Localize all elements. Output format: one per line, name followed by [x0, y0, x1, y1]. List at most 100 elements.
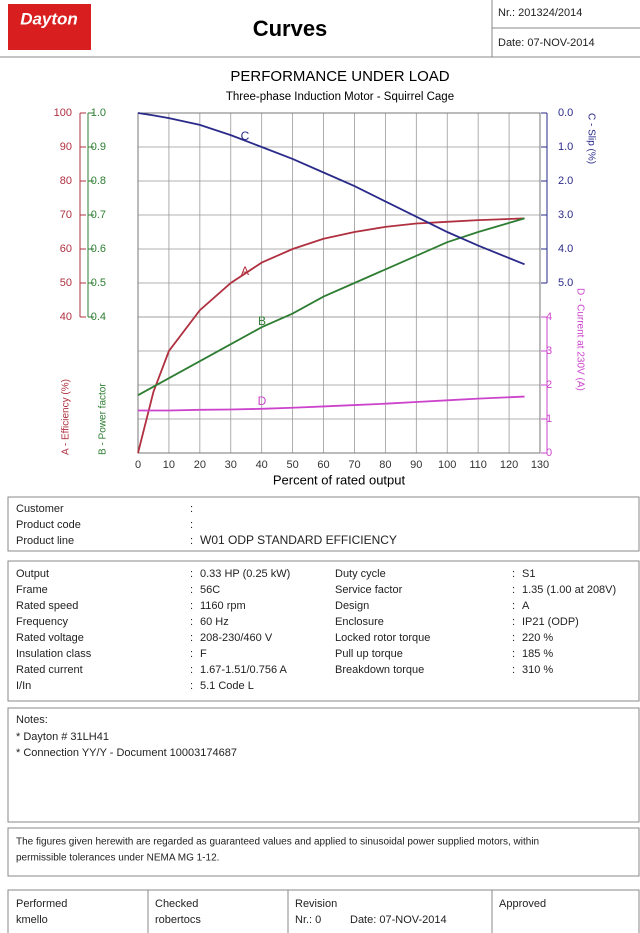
customer-box — [7, 496, 640, 552]
curve — [138, 395, 525, 412]
spec-value: 56C — [200, 584, 220, 596]
x-tick-label: 110 — [469, 459, 487, 471]
field-sep: : — [190, 632, 193, 644]
spec-value: 5.1 Code L — [200, 680, 254, 692]
y-axis-title: D - Current at 230V (A) — [574, 288, 585, 391]
footer-value: kmello — [16, 914, 48, 926]
footer-label: Approved — [499, 898, 546, 910]
spec-value: F — [200, 648, 207, 660]
field-sep: : — [190, 616, 193, 628]
chart-subtitle: Three-phase Induction Motor - Squirrel C… — [226, 91, 454, 103]
x-tick-label: 40 — [256, 459, 268, 471]
spec-label: Output — [16, 568, 49, 580]
field-sep: : — [190, 568, 193, 580]
y-tick-label: 90 — [60, 141, 72, 153]
y-tick-label: 4.0 — [558, 243, 573, 255]
y-tick-label: 3.0 — [558, 209, 573, 221]
y-tick-label: 0.8 — [91, 175, 106, 187]
field-sep: : — [190, 664, 193, 676]
field-sep: : — [190, 600, 193, 612]
spec-label: Pull up torque — [335, 648, 403, 660]
spec-value: 310 % — [522, 664, 553, 676]
y-tick-label: 1 — [546, 413, 552, 425]
spec-label: Rated current — [16, 664, 83, 676]
doc-title: Curves — [253, 16, 328, 41]
field-value: W01 ODP STANDARD EFFICIENCY — [200, 533, 397, 547]
curve — [137, 112, 525, 266]
spec-value: 0.33 HP (0.25 kW) — [200, 568, 290, 580]
notes-box — [7, 707, 640, 823]
x-tick-label: 100 — [438, 459, 456, 471]
field-sep: : — [512, 616, 515, 628]
curve — [137, 217, 525, 396]
spec-label: Enclosure — [335, 616, 384, 628]
curve-label: D — [258, 394, 267, 408]
spec-value: 1.67-1.51/0.756 A — [200, 664, 288, 676]
disclaimer-line: The figures given herewith are regarded … — [16, 837, 539, 848]
y-tick-label: 2.0 — [558, 175, 573, 187]
x-tick-label: 0 — [135, 459, 141, 471]
spec-label: Locked rotor torque — [335, 632, 430, 644]
x-tick-label: 60 — [317, 459, 329, 471]
y-tick-label: 80 — [60, 175, 72, 187]
x-tick-label: 20 — [194, 459, 206, 471]
plot-frame — [137, 112, 541, 454]
spec-label: Service factor — [335, 584, 403, 596]
spec-label: Frequency — [16, 616, 68, 628]
field-sep: : — [190, 680, 193, 692]
y-tick-label: 0.6 — [91, 243, 106, 255]
y-tick-label: 0.9 — [91, 141, 106, 153]
y-tick-label: 50 — [60, 277, 72, 289]
notes-title: Notes: — [16, 714, 48, 726]
y-tick-label: 1.0 — [91, 107, 106, 119]
x-tick-label: 10 — [163, 459, 175, 471]
y-tick-label: 70 — [60, 209, 72, 221]
specs-box — [7, 560, 640, 702]
y-tick-label: 0.4 — [91, 311, 106, 323]
y-tick-label: 60 — [60, 243, 72, 255]
spec-label: I/In — [16, 680, 31, 692]
x-tick-label: 50 — [286, 459, 298, 471]
y-tick-label: 3 — [546, 345, 552, 357]
x-tick-label: 130 — [531, 459, 549, 471]
y-axis-title: C - Slip (%) — [585, 113, 596, 164]
spec-label: Breakdown torque — [335, 664, 424, 676]
field-label: Product code — [16, 519, 81, 531]
footer-label: Revision — [295, 898, 337, 910]
field-sep: : — [190, 648, 193, 660]
field-sep: : — [512, 584, 515, 596]
logo: Dayton — [20, 9, 78, 28]
spec-value: IP21 (ODP) — [522, 616, 579, 628]
spec-value: 220 % — [522, 632, 553, 644]
note-line: * Connection YY/Y - Document 10003174687 — [16, 747, 237, 759]
spec-label: Rated voltage — [16, 632, 84, 644]
field-sep: : — [190, 503, 193, 515]
field-sep: : — [190, 519, 193, 531]
spec-label: Insulation class — [16, 648, 92, 660]
y-axis-title: B - Power factor — [98, 383, 109, 455]
footer-value: robertocs — [155, 914, 201, 926]
spec-value: 60 Hz — [200, 616, 229, 628]
y-axis-title: A - Efficiency (%) — [61, 379, 72, 455]
x-tick-label: 80 — [379, 459, 391, 471]
curve-label: A — [241, 264, 249, 278]
spec-label: Rated speed — [16, 600, 78, 612]
x-tick-label: 70 — [348, 459, 360, 471]
y-tick-label: 4 — [546, 311, 552, 323]
footer-value: Nr.: 0 — [295, 914, 321, 926]
spec-value: 208-230/460 V — [200, 632, 273, 644]
logo-box — [8, 4, 91, 50]
disclaimer-line: permissible tolerances under NEMA MG 1-1… — [16, 853, 219, 864]
y-tick-label: 0.0 — [558, 107, 573, 119]
spec-value: 185 % — [522, 648, 553, 660]
y-tick-label: 5.0 — [558, 277, 573, 289]
curve — [137, 217, 525, 454]
field-sep: : — [190, 584, 193, 596]
spec-value: A — [522, 600, 530, 612]
field-sep: : — [512, 648, 515, 660]
chart-title: PERFORMANCE UNDER LOAD — [230, 68, 449, 85]
field-sep: : — [512, 632, 515, 644]
x-axis-title: Percent of rated output — [273, 472, 406, 487]
field-sep: : — [512, 568, 515, 580]
